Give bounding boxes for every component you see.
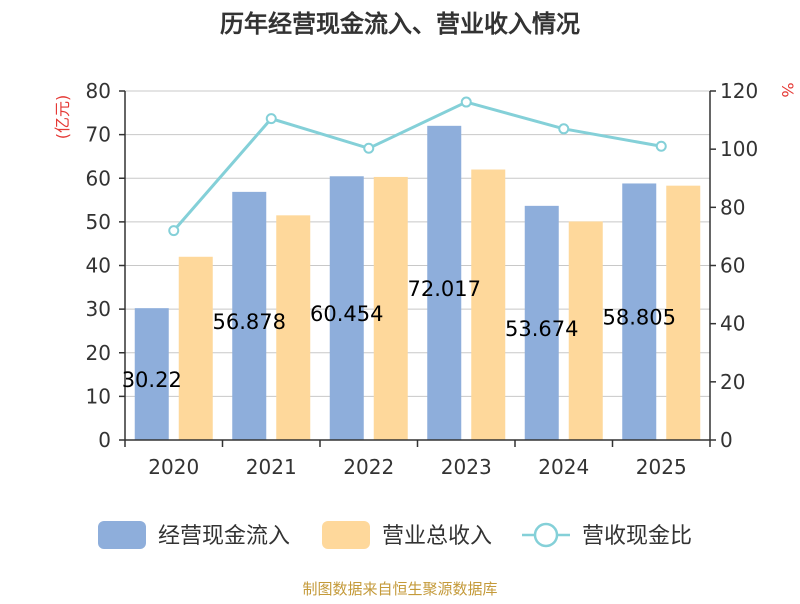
data-label: 60.454	[310, 302, 383, 326]
x-tick-label: 2024	[538, 455, 589, 479]
y-left-tick-label: 80	[86, 79, 111, 103]
bar-series	[134, 125, 701, 441]
data-label: 53.674	[505, 317, 578, 341]
y-left-tick-label: 50	[86, 210, 111, 234]
legend-swatch-marker	[533, 522, 559, 548]
y-left-tick-label: 10	[86, 384, 111, 408]
bar-revenue	[666, 185, 701, 440]
bar-cash-inflow	[232, 191, 267, 440]
x-tick-label: 2023	[441, 455, 492, 479]
legend-swatch	[98, 521, 146, 549]
y-left-unit-label: (亿元)	[53, 95, 72, 140]
y-left-tick-label: 0	[98, 428, 111, 452]
x-tick-label: 2020	[148, 455, 199, 479]
y-right-tick-label: 0	[720, 428, 733, 452]
y-right-tick-label: 20	[720, 370, 745, 394]
legend-swatch	[322, 521, 370, 549]
legend-label: 营业总收入	[382, 524, 492, 549]
y-right-tick-label: 120	[720, 79, 758, 103]
line-point	[265, 113, 277, 125]
line-ratio	[172, 100, 662, 232]
data-label: 30.22	[122, 368, 182, 392]
y-right-tick-label: 80	[720, 195, 745, 219]
y-right-tick-label: 60	[720, 254, 745, 278]
x-tick-label: 2021	[246, 455, 297, 479]
axes: 0 10 20 30 40 50 60 70 80 0 20 40 60 80 100 120 2020 2021…	[86, 79, 759, 479]
x-tick-label: 2025	[636, 455, 687, 479]
y-left-tick-label: 60	[86, 166, 111, 190]
bar-cash-inflow	[134, 308, 169, 440]
data-labels: 30.22 56.878 60.454 72.017 53.674 58.805	[122, 277, 676, 392]
source-note: 制图数据来自恒生聚源数据库	[302, 580, 497, 598]
y-left-tick-label: 40	[86, 254, 111, 278]
y-left-tick-label: 70	[86, 123, 111, 147]
line-series	[168, 96, 667, 237]
y-right-tick-label: 40	[720, 312, 745, 336]
bar-cash-inflow	[524, 205, 559, 440]
y-left-tick-label: 30	[86, 297, 111, 321]
x-tick-label: 2022	[343, 455, 394, 479]
line-point	[655, 140, 667, 152]
bar-revenue	[471, 169, 506, 440]
legend-label: 经营现金流入	[158, 524, 290, 549]
chart-title: 历年经营现金流入、营业收入情况	[220, 10, 580, 38]
bar-cash-inflow	[622, 183, 657, 440]
y-left-tick-label: 20	[86, 341, 111, 365]
line-point	[168, 225, 180, 237]
bar-cash-inflow	[427, 125, 462, 440]
bar-cash-inflow	[329, 176, 364, 441]
grid-lines	[125, 90, 710, 397]
data-label: 58.805	[603, 306, 676, 330]
line-point	[558, 123, 570, 135]
data-label: 56.878	[213, 310, 286, 334]
bar-revenue	[568, 221, 603, 440]
bar-revenue	[178, 256, 213, 440]
y-right-tick-label: 100	[720, 137, 758, 161]
bar-revenue	[276, 215, 311, 440]
line-point	[363, 142, 375, 154]
bar-revenue	[373, 176, 408, 440]
y-right-unit-label: %	[778, 82, 797, 97]
legend-label: 营收现金比	[582, 524, 692, 549]
data-label: 72.017	[408, 277, 481, 301]
legend: 经营现金流入 营业总收入 营收现金比	[98, 521, 692, 549]
line-point	[460, 96, 472, 108]
